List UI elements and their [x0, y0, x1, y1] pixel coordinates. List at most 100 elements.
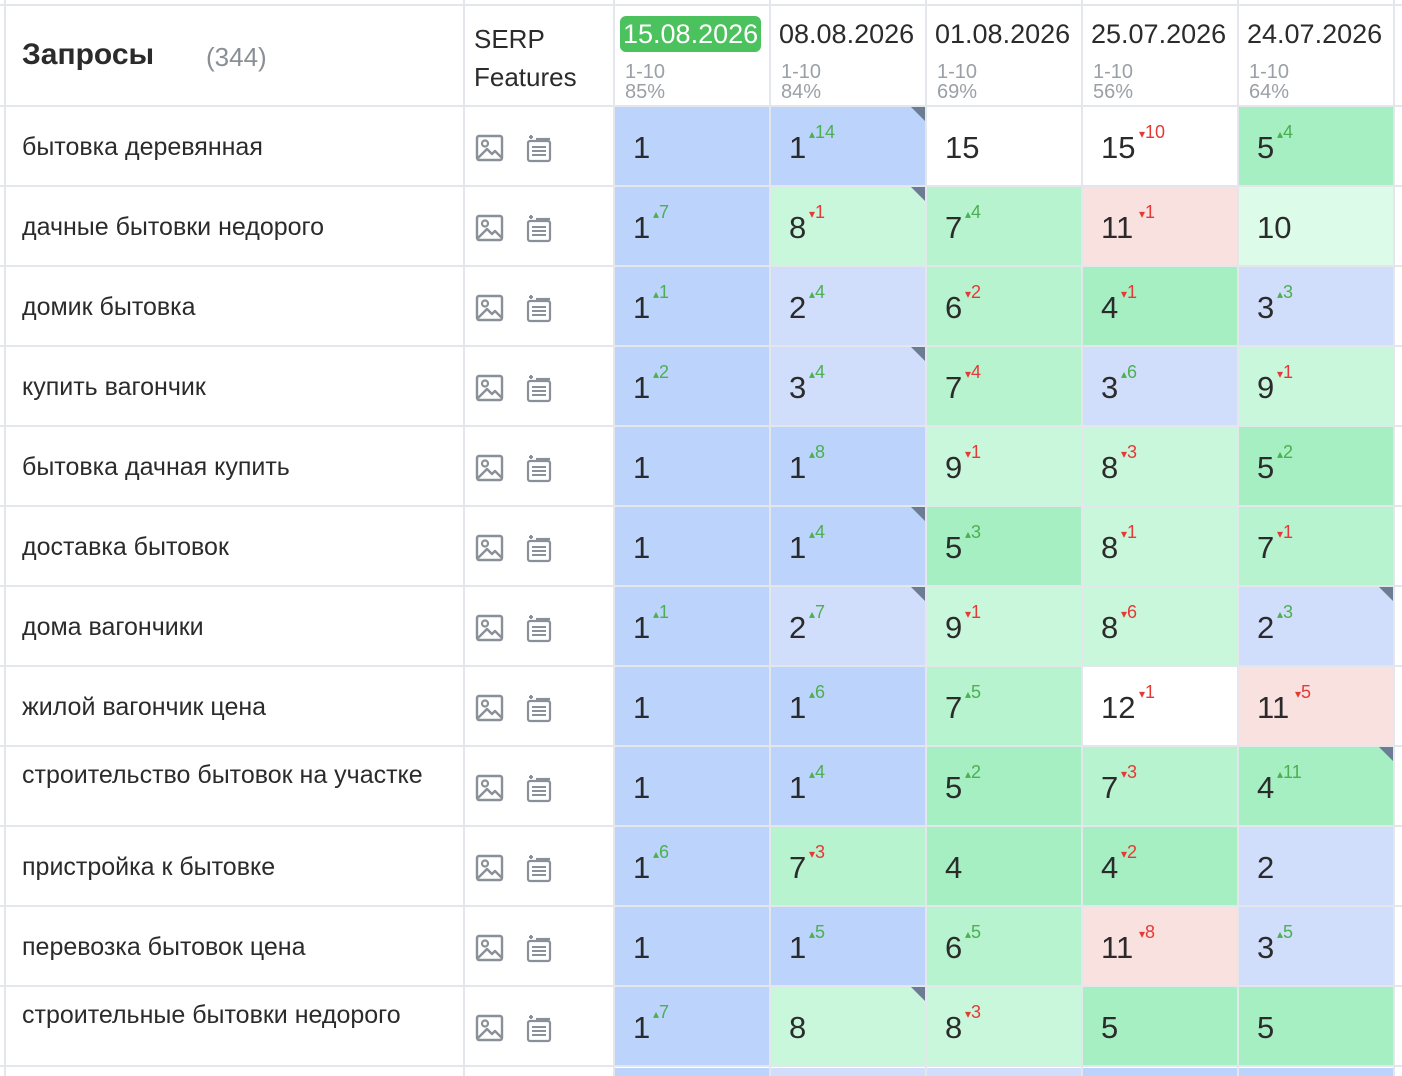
landing-change-marker[interactable] — [911, 987, 927, 1003]
image-icon[interactable] — [474, 452, 506, 484]
position-cell[interactable]: 1 — [615, 667, 771, 745]
query-text[interactable]: пристройка к бытовке — [22, 853, 276, 881]
position-cell[interactable]: 8 — [771, 987, 927, 1065]
position-cell[interactable]: 6 ▴5 — [927, 907, 1083, 985]
table-row[interactable]: бытовка деревянная 1 1 ▴14 15 15 ▾10 5 ▴4 — [0, 107, 1402, 187]
position-cell[interactable]: 15 ▾10 — [1083, 107, 1239, 185]
position-cell[interactable]: 2 ▴4 — [771, 267, 927, 345]
position-cell[interactable]: 1 — [615, 427, 771, 505]
table-row[interactable]: пристройка к бытовке 1 ▴6 7 ▾3 4 4 ▾2 2 — [0, 827, 1402, 907]
query-text[interactable]: доставка бытовок — [22, 533, 229, 561]
position-cell[interactable]: 4 ▴11 — [1239, 747, 1395, 825]
position-cell[interactable]: 1 ▴7 — [615, 187, 771, 265]
date-column-header[interactable]: 01.08.2026 — [935, 19, 1071, 49]
table-row[interactable]: дачные бытовки недорого 1 ▴7 8 ▾1 7 ▴4 11 ▾1 10 — [0, 187, 1402, 267]
position-cell[interactable]: 3 ▴3 — [1239, 267, 1395, 345]
list-add-icon[interactable] — [522, 452, 554, 484]
position-cell[interactable]: 1 ▴8 — [771, 427, 927, 505]
position-cell[interactable]: 9 ▾1 — [927, 427, 1083, 505]
query-text[interactable]: перевозка бытовок цена — [22, 933, 306, 961]
landing-change-marker[interactable] — [911, 507, 927, 523]
position-cell[interactable]: 3 ▴5 — [1239, 907, 1395, 985]
position-cell[interactable]: 1 ▴7 — [615, 987, 771, 1065]
position-cell[interactable]: 5 ▴3 — [927, 507, 1083, 585]
query-text[interactable]: строительство бытовок на участке — [22, 761, 423, 789]
list-add-icon[interactable] — [522, 532, 554, 564]
position-cell[interactable]: 8 ▾3 — [927, 987, 1083, 1065]
position-cell[interactable]: 3 ▴4 — [771, 347, 927, 425]
position-cell[interactable]: 6 ▾2 — [927, 267, 1083, 345]
position-cell[interactable]: 1 ▴1 — [615, 587, 771, 665]
query-text[interactable]: дачные бытовки недорого — [22, 213, 325, 241]
landing-change-marker[interactable] — [911, 347, 927, 363]
list-add-icon[interactable] — [522, 372, 554, 404]
position-cell[interactable]: 3 ▴6 — [1083, 347, 1239, 425]
image-icon[interactable] — [474, 292, 506, 324]
landing-change-marker[interactable] — [911, 107, 927, 123]
image-icon[interactable] — [474, 692, 506, 724]
position-cell[interactable]: 7 ▾1 — [1239, 507, 1395, 585]
position-cell[interactable]: 7 ▾3 — [771, 827, 927, 905]
image-icon[interactable] — [474, 212, 506, 244]
table-row[interactable]: жилой вагончик цена 1 1 ▴6 7 ▴5 12 ▾1 11 ▾5 — [0, 667, 1402, 747]
position-cell[interactable]: 5 — [1239, 987, 1395, 1065]
query-text[interactable]: купить вагончик — [22, 373, 206, 401]
table-row[interactable]: бытовка дачная купить 1 1 ▴8 9 ▾1 8 ▾3 5 ▴2 — [0, 427, 1402, 507]
position-cell[interactable]: 15 — [927, 107, 1083, 185]
position-cell[interactable]: 1 — [615, 107, 771, 185]
list-add-icon[interactable] — [522, 772, 554, 804]
list-add-icon[interactable] — [522, 292, 554, 324]
date-column-header[interactable]: 24.07.2026 — [1247, 19, 1383, 49]
list-add-icon[interactable] — [522, 852, 554, 884]
date-column-header[interactable]: 08.08.2026 — [779, 19, 915, 49]
position-cell[interactable]: 1 ▴1 — [615, 267, 771, 345]
position-cell[interactable]: 9 ▾1 — [1239, 347, 1395, 425]
position-cell[interactable]: 8 ▾1 — [1083, 507, 1239, 585]
position-cell[interactable]: 1 — [615, 747, 771, 825]
position-cell[interactable]: 1 ▴2 — [615, 347, 771, 425]
list-add-icon[interactable] — [522, 932, 554, 964]
image-icon[interactable] — [474, 932, 506, 964]
date-column-header[interactable]: 25.07.2026 — [1091, 19, 1227, 49]
query-text[interactable]: дома вагончики — [22, 613, 204, 641]
table-row[interactable]: доставка бытовок 1 1 ▴4 5 ▴3 8 ▾1 7 ▾1 — [0, 507, 1402, 587]
position-cell[interactable]: 4 — [927, 827, 1083, 905]
image-icon[interactable] — [474, 1012, 506, 1044]
query-text[interactable]: бытовка деревянная — [22, 133, 263, 161]
position-cell[interactable]: 5 ▴2 — [1239, 427, 1395, 505]
table-row[interactable]: перевозка бытовок цена 1 1 ▴5 6 ▴5 11 ▾8 3 ▴5 — [0, 907, 1402, 987]
landing-change-marker[interactable] — [1379, 747, 1395, 763]
queries-column-title[interactable]: Запросы — [22, 38, 155, 71]
position-cell[interactable]: 12 ▾1 — [1083, 667, 1239, 745]
position-cell[interactable]: 8 ▾6 — [1083, 587, 1239, 665]
position-cell[interactable]: 1 ▴6 — [771, 667, 927, 745]
date-column-header[interactable]: 15.08.2026 — [620, 16, 762, 52]
position-cell[interactable]: 4 ▾1 — [1083, 267, 1239, 345]
query-text[interactable]: бытовка дачная купить — [22, 453, 290, 481]
image-icon[interactable] — [474, 612, 506, 644]
position-cell[interactable]: 2 ▴3 — [1239, 587, 1395, 665]
query-text[interactable]: жилой вагончик цена — [22, 693, 267, 721]
position-cell[interactable]: 1 ▴14 — [771, 107, 927, 185]
list-add-icon[interactable] — [522, 132, 554, 164]
position-cell[interactable]: 1 — [615, 907, 771, 985]
list-add-icon[interactable] — [522, 612, 554, 644]
position-cell[interactable]: 11 ▾1 — [1083, 187, 1239, 265]
position-cell[interactable]: 7 ▴4 — [927, 187, 1083, 265]
position-cell[interactable]: 11 ▾8 — [1083, 907, 1239, 985]
query-text[interactable]: домик бытовка — [22, 293, 196, 321]
position-cell[interactable]: 1 ▴4 — [771, 507, 927, 585]
image-icon[interactable] — [474, 532, 506, 564]
position-cell[interactable]: 5 ▴2 — [927, 747, 1083, 825]
landing-change-marker[interactable] — [1379, 587, 1395, 603]
position-cell[interactable]: 1 ▴6 — [615, 827, 771, 905]
table-row[interactable]: домик бытовка 1 ▴1 2 ▴4 6 ▾2 4 ▾1 3 ▴3 — [0, 267, 1402, 347]
position-cell[interactable]: 5 — [1083, 987, 1239, 1065]
image-icon[interactable] — [474, 852, 506, 884]
landing-change-marker[interactable] — [911, 587, 927, 603]
image-icon[interactable] — [474, 372, 506, 404]
serp-features-header[interactable]: SERP Features — [474, 20, 577, 96]
table-row[interactable]: дома вагончики 1 ▴1 2 ▴7 9 ▾1 8 ▾6 2 ▴3 — [0, 587, 1402, 667]
position-cell[interactable]: 7 ▾3 — [1083, 747, 1239, 825]
query-text[interactable]: строительные бытовки недорого — [22, 1001, 401, 1029]
